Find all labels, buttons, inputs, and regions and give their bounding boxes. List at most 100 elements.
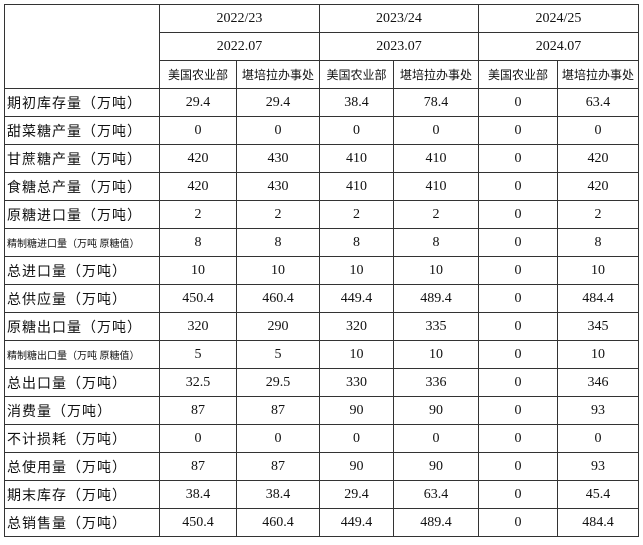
value-cell: 8 [236, 228, 320, 257]
value-cell: 420 [557, 144, 639, 173]
value-cell: 10 [557, 256, 639, 285]
value-cell: 320 [159, 312, 237, 341]
source-header: 美国农业部 [478, 60, 558, 89]
value-cell: 0 [478, 200, 558, 229]
value-cell: 0 [478, 172, 558, 201]
row-label: 原糖出口量（万吨） [4, 312, 160, 341]
row-label: 总供应量（万吨） [4, 284, 160, 313]
table-row: 不计损耗（万吨） 0 0 0 0 0 0 [4, 424, 639, 453]
value-cell: 38.4 [159, 480, 237, 509]
value-cell: 0 [478, 396, 558, 425]
value-cell: 8 [393, 228, 479, 257]
row-label: 总使用量（万吨） [4, 452, 160, 481]
value-cell: 63.4 [393, 480, 479, 509]
value-cell: 430 [236, 172, 320, 201]
value-cell: 0 [478, 228, 558, 257]
row-label: 甜菜糖产量（万吨） [4, 116, 160, 145]
value-cell: 460.4 [236, 284, 320, 313]
sugar-table: 2022/23 2023/24 2024/25 2022.07 2023.07 2024.… [4, 4, 639, 537]
table-row: 美国农业部 堪培拉办事处 美国农业部 堪培拉办事处 美国农业部 堪培拉办事处 [5, 60, 639, 89]
value-cell: 0 [478, 284, 558, 313]
value-cell: 0 [478, 340, 558, 369]
table-row: 总销售量（万吨） 450.4 460.4 449.4 489.4 0 484.4 [4, 508, 639, 537]
date-header: 2024.07 [478, 32, 639, 61]
value-cell: 0 [478, 368, 558, 397]
value-cell: 90 [319, 396, 394, 425]
value-cell: 8 [319, 228, 394, 257]
corner-cell [4, 4, 160, 89]
row-label: 精制糖出口量（万吨 原糖值） [4, 340, 160, 369]
row-label: 总出口量（万吨） [4, 368, 160, 397]
source-header: 美国农业部 [319, 60, 394, 89]
value-cell: 63.4 [557, 88, 639, 117]
row-label: 期初库存量（万吨） [4, 88, 160, 117]
table-row: 期末库存（万吨） 38.4 38.4 29.4 63.4 0 45.4 [4, 480, 639, 509]
table-row: 精制糖进口量（万吨 原糖值） 8 8 8 8 0 8 [4, 228, 639, 257]
value-cell: 87 [236, 452, 320, 481]
source-header: 堪培拉办事处 [393, 60, 479, 89]
value-cell: 2 [393, 200, 479, 229]
table-row: 2022.07 2023.07 2024.07 [5, 32, 639, 61]
row-label: 消费量（万吨） [4, 396, 160, 425]
table-row: 甘蔗糖产量（万吨） 420 430 410 410 0 420 [4, 144, 639, 173]
value-cell: 29.4 [319, 480, 394, 509]
value-cell: 10 [393, 340, 479, 369]
value-cell: 410 [393, 172, 479, 201]
value-cell: 489.4 [393, 508, 479, 537]
value-cell: 0 [478, 256, 558, 285]
row-label: 精制糖进口量（万吨 原糖值） [4, 228, 160, 257]
row-label: 总进口量（万吨） [4, 256, 160, 285]
source-header: 美国农业部 [159, 60, 237, 89]
value-cell: 0 [478, 116, 558, 145]
value-cell: 0 [393, 424, 479, 453]
source-header: 堪培拉办事处 [557, 60, 639, 89]
value-cell: 0 [393, 116, 479, 145]
value-cell: 449.4 [319, 284, 394, 313]
source-header: 堪培拉办事处 [236, 60, 320, 89]
row-label: 原糖进口量（万吨） [4, 200, 160, 229]
value-cell: 410 [319, 144, 394, 173]
value-cell: 0 [478, 508, 558, 537]
row-label: 期末库存（万吨） [4, 480, 160, 509]
table-row: 总进口量（万吨） 10 10 10 10 0 10 [4, 256, 639, 285]
value-cell: 336 [393, 368, 479, 397]
value-cell: 0 [478, 144, 558, 173]
value-cell: 2 [319, 200, 394, 229]
value-cell: 29.4 [159, 88, 237, 117]
value-cell: 0 [159, 116, 237, 145]
table-row: 消费量（万吨） 87 87 90 90 0 93 [4, 396, 639, 425]
date-header: 2023.07 [319, 32, 479, 61]
value-cell: 0 [159, 424, 237, 453]
value-cell: 78.4 [393, 88, 479, 117]
value-cell: 0 [319, 424, 394, 453]
value-cell: 10 [319, 256, 394, 285]
value-cell: 345 [557, 312, 639, 341]
value-cell: 320 [319, 312, 394, 341]
value-cell: 0 [236, 424, 320, 453]
table-row: 总出口量（万吨） 32.5 29.5 330 336 0 346 [4, 368, 639, 397]
value-cell: 430 [236, 144, 320, 173]
value-cell: 450.4 [159, 284, 237, 313]
value-cell: 2 [236, 200, 320, 229]
value-cell: 0 [557, 116, 639, 145]
value-cell: 484.4 [557, 284, 639, 313]
value-cell: 2 [557, 200, 639, 229]
value-cell: 2 [159, 200, 237, 229]
value-cell: 0 [557, 424, 639, 453]
table-row: 精制糖出口量（万吨 原糖值） 5 5 10 10 0 10 [4, 340, 639, 369]
value-cell: 45.4 [557, 480, 639, 509]
value-cell: 90 [319, 452, 394, 481]
value-cell: 420 [557, 172, 639, 201]
value-cell: 410 [319, 172, 394, 201]
value-cell: 460.4 [236, 508, 320, 537]
value-cell: 335 [393, 312, 479, 341]
date-header: 2022.07 [159, 32, 320, 61]
value-cell: 32.5 [159, 368, 237, 397]
value-cell: 8 [557, 228, 639, 257]
value-cell: 90 [393, 452, 479, 481]
value-cell: 10 [393, 256, 479, 285]
row-label: 总销售量（万吨） [4, 508, 160, 537]
table-row: 2022/23 2023/24 2024/25 [4, 4, 639, 89]
row-label: 不计损耗（万吨） [4, 424, 160, 453]
